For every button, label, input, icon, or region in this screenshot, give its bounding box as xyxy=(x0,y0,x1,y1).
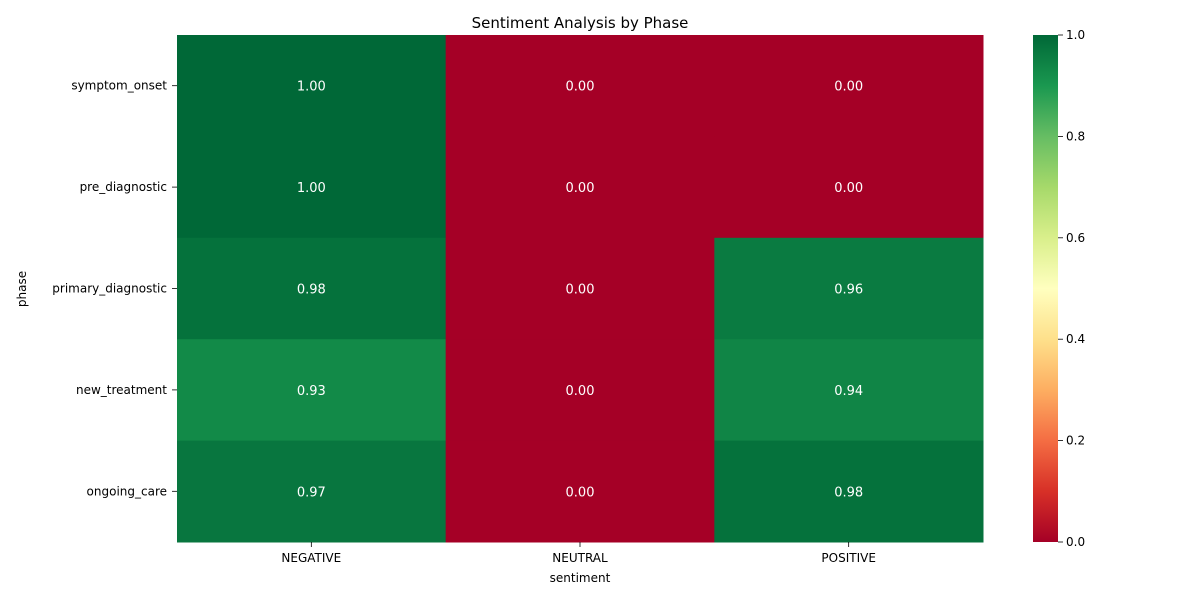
cell-value-label: 1.00 xyxy=(297,80,326,95)
y-tick-label: symptom_onset xyxy=(71,79,167,93)
heatmap-cell xyxy=(177,237,447,340)
heatmap-cell xyxy=(445,339,715,442)
x-tick-label: POSITIVE xyxy=(821,551,876,565)
cell-value-label: 0.00 xyxy=(566,80,595,95)
x-tick-label: NEUTRAL xyxy=(552,551,608,565)
colorbar-gradient xyxy=(1033,35,1058,542)
colorbar-tick-label: 0.4 xyxy=(1066,332,1085,346)
cell-value-label: 0.94 xyxy=(834,384,863,399)
cell-value-label: 0.00 xyxy=(834,80,863,95)
y-tick-label: new_treatment xyxy=(76,383,167,397)
cell-value-label: 0.00 xyxy=(834,181,863,196)
chart-title: Sentiment Analysis by Phase xyxy=(472,14,689,32)
heatmap-cell xyxy=(714,339,984,442)
heatmap-cell xyxy=(445,35,715,137)
colorbar-tick-label: 0.2 xyxy=(1066,434,1085,448)
cell-value-label: 0.00 xyxy=(566,181,595,196)
heatmap-cell xyxy=(177,35,447,137)
heatmap-cell xyxy=(177,440,447,543)
colorbar-tick-label: 0.8 xyxy=(1066,129,1085,143)
colorbar: 0.0 0.2 0.4 0.6 0.8 1.0 xyxy=(1033,28,1085,549)
heatmap-cell xyxy=(177,136,447,239)
colorbar-tick-label: 1.0 xyxy=(1066,28,1085,42)
colorbar-tick-label: 0.0 xyxy=(1066,535,1085,549)
cell-value-label: 0.93 xyxy=(297,384,326,399)
heatmap-cell xyxy=(445,136,715,239)
cell-value-label: 0.00 xyxy=(566,485,595,500)
cell-value-label: 0.00 xyxy=(566,384,595,399)
y-tick-label: ongoing_care xyxy=(87,484,167,498)
y-axis-label: phase xyxy=(15,271,29,307)
heatmap-cell xyxy=(177,339,447,442)
heatmap-axes: NEGATIVE NEUTRAL POSITIVE symptom_onset pre_… xyxy=(52,79,876,565)
cell-value-label: 0.98 xyxy=(834,485,863,500)
heatmap-cell xyxy=(714,136,984,239)
heatmap-cell xyxy=(445,237,715,340)
cell-value-label: 0.96 xyxy=(834,283,863,298)
y-tick-label: pre_diagnostic xyxy=(80,180,167,194)
cell-value-label: 0.98 xyxy=(297,283,326,298)
x-axis-label: sentiment xyxy=(550,571,611,585)
cell-value-label: 1.00 xyxy=(297,181,326,196)
heatmap-cell xyxy=(714,440,984,543)
cell-value-label: 0.00 xyxy=(566,283,595,298)
heatmap-cell xyxy=(714,237,984,340)
cell-value-label: 0.97 xyxy=(297,485,326,500)
heatmap-cells: 1.00 0.00 0.00 1.00 0.00 0.00 0.98 0.00 0.96 0.93… xyxy=(177,35,984,543)
y-tick-label: primary_diagnostic xyxy=(52,282,167,296)
colorbar-tick-label: 0.6 xyxy=(1066,231,1085,245)
heatmap-cell xyxy=(445,440,715,543)
heatmap-cell xyxy=(714,35,984,137)
x-tick-label: NEGATIVE xyxy=(281,551,341,565)
